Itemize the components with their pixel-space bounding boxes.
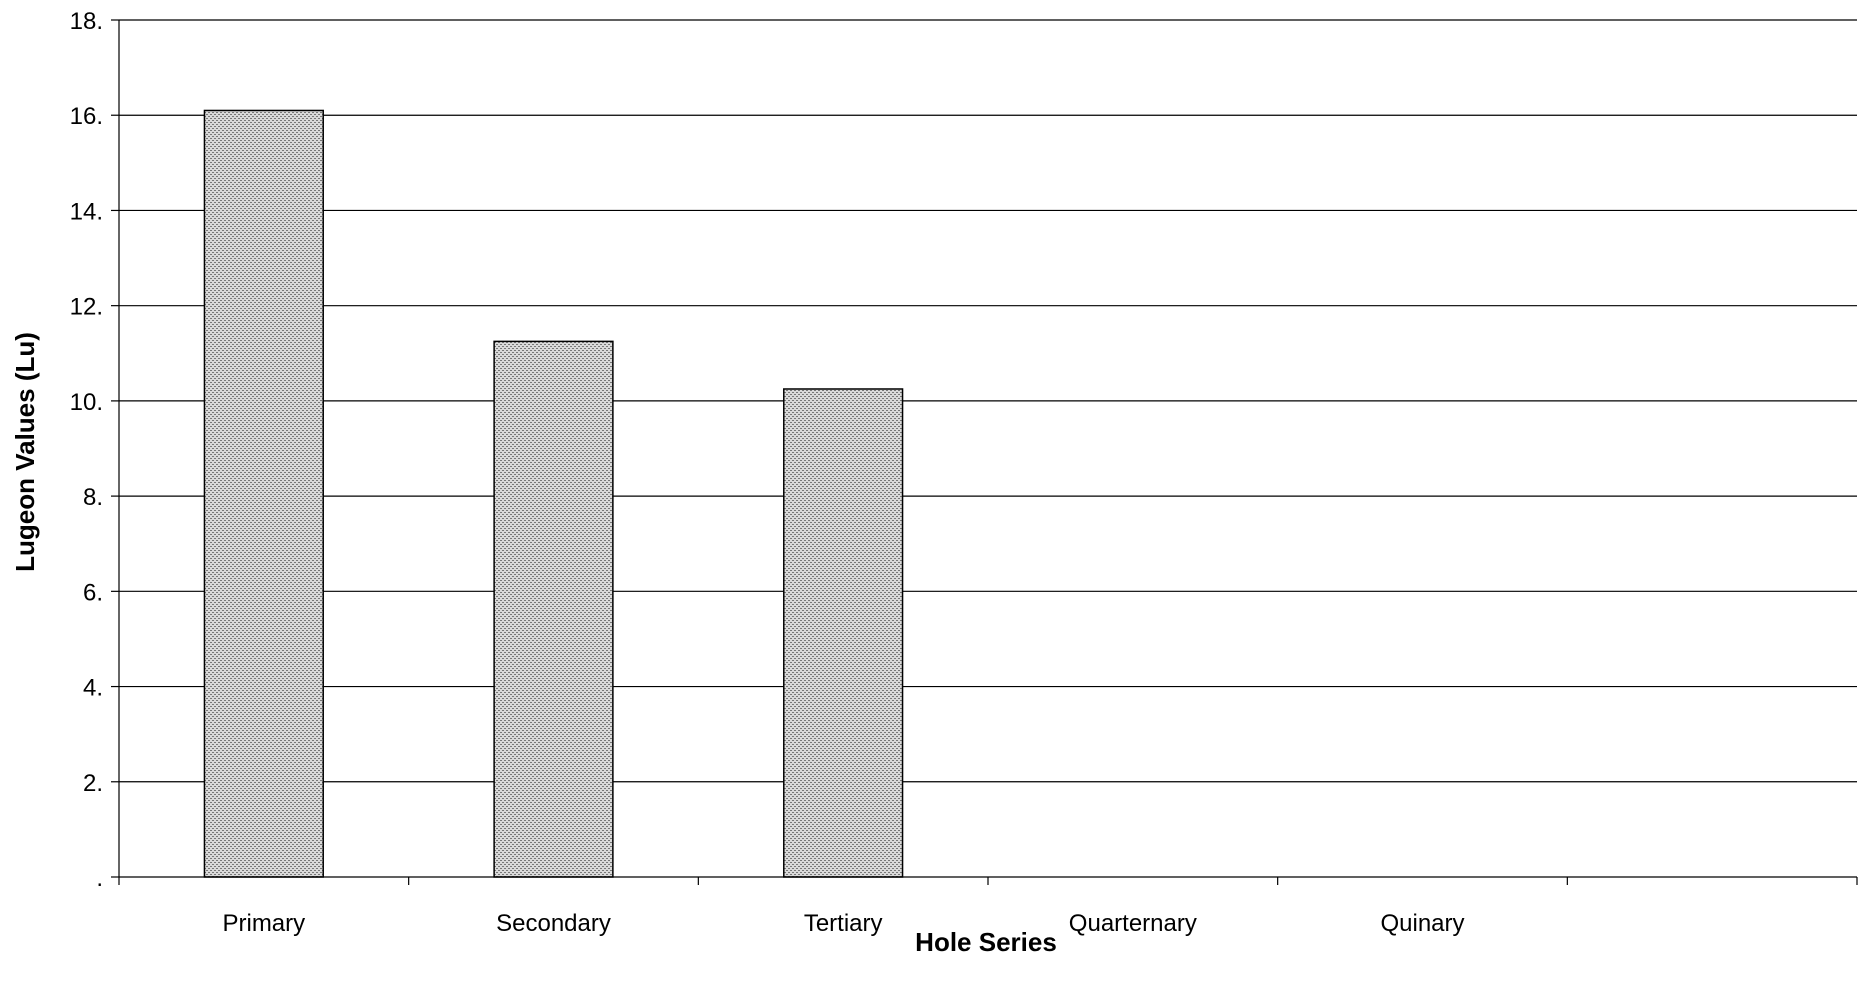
y-tick-label: 14. [70, 198, 103, 225]
y-tick-label: . [96, 865, 103, 892]
x-tick-label: Quarternary [1069, 910, 1197, 937]
y-tick-label: 18. [70, 8, 103, 35]
y-tick-label: 2. [83, 770, 103, 797]
bar-tertiary [783, 388, 904, 878]
bars [203, 109, 904, 878]
axis-labels: . 2. 4. 6. 8. 10. 12. 14. 16. 18. Primary Secondary… [70, 8, 1465, 937]
y-tick-label: 16. [70, 103, 103, 130]
gridlines [119, 19, 1857, 783]
x-tick-label: Primary [222, 910, 305, 937]
x-tick-label: Quinary [1380, 910, 1464, 937]
x-tick-label: Tertiary [804, 910, 883, 937]
y-tick-label: 8. [83, 484, 103, 511]
x-axis-title: Hole Series [915, 927, 1057, 957]
bar-secondary [493, 340, 614, 878]
axes [111, 19, 1858, 885]
y-axis-title: Lugeon Values (Lu) [10, 332, 40, 572]
y-tick-label: 10. [70, 389, 103, 416]
x-tick-label: Secondary [496, 910, 611, 937]
y-tick-label: 12. [70, 294, 103, 321]
y-tick-label: 6. [83, 579, 103, 606]
bar-primary [203, 109, 324, 878]
y-tick-label: 4. [83, 675, 103, 702]
